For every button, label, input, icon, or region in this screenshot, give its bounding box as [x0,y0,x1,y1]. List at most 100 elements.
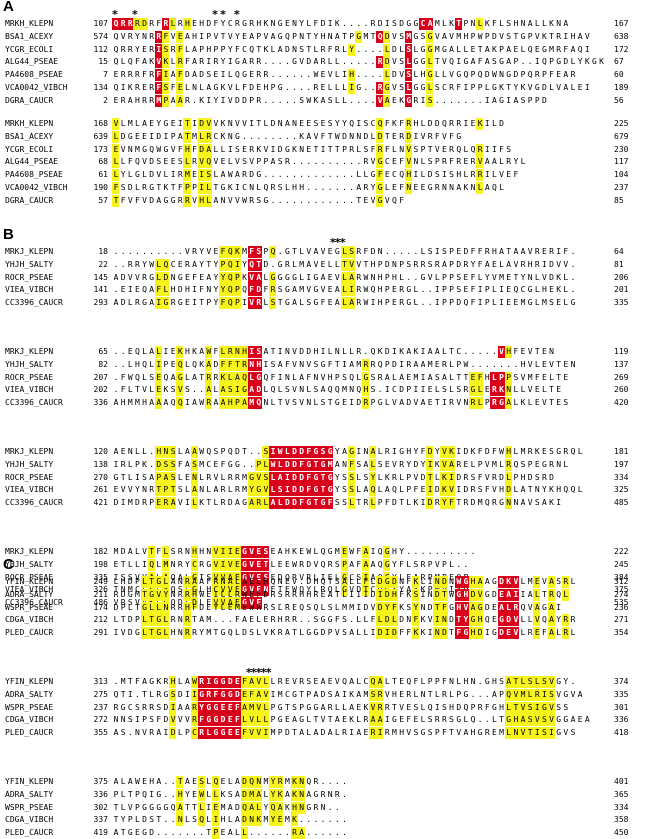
start-position: 134 [93,83,108,92]
end-position: 60 [614,70,624,80]
start-position: 237 [93,702,108,712]
start-position: 419 [93,828,108,838]
end-position: 485 [614,498,629,508]
end-position: 365 [614,789,629,799]
end-position: 201 [614,285,629,295]
sequence-name: BSA1_ACEXY [5,31,54,41]
sequence-name: ROCR_PSEAE [5,372,54,382]
sequence-name: ROCR_PSEAE [5,472,54,482]
start-position: 574 [93,31,108,41]
alignment-row: YFIN_KLEPN 313 . M T F A G K R H L A W R I G G D E F A V L L R E V R… [0,676,652,688]
sequence-name: PA4608_PSEAE [5,70,63,80]
alignment-row: YCGR_ECOLI 112 Q R R Y E R I S R F L A P H P P Y F C Q T K L A D N S… [0,43,652,56]
alignment-row: ADRA_SALTY 336 P L T P Q I G.. H Y E W L L K S A D M A L Y K A K N… [0,788,652,801]
end-position: 312 [614,577,629,586]
panel-label-c: C [3,556,14,573]
sequence-name: CC3396_CAUCR [5,398,63,408]
start-position: 313 [93,677,108,686]
start-position: 272 [93,715,108,725]
start-position: 168 [93,119,108,128]
end-position: 535 [614,598,629,608]
sequence-name: MRKJ_KLEPN [5,447,54,456]
alignment-row: PLED_CAUCR 419 A T G E G D....... T P E A L L...... R A… [0,827,652,839]
end-position: 245 [614,559,629,569]
start-position: 57 [98,195,108,205]
end-position: 354 [614,628,629,638]
alignment-row: BSA1_ACEXY 639 L D G E E I D I P A T M L R C K N G........ K… [0,130,652,143]
end-position: 56 [614,95,624,105]
alignment-row: YHJH_SALTY 82 .. L H Q L I P E Q L Q K A D F F T R N H I S A F V N V… [0,358,652,371]
start-position: 486 [93,598,108,608]
alignment-row: ROCR_PSEAE 207 . F W Q L S E Q A G L A T R R K L A Q L G Q F I N L A… [0,371,652,384]
sequence-name: MRKJ_KLEPN [5,547,54,556]
sequence-name: YHJH_SALTY [5,559,54,569]
alignment-row: VIEA_VIBCH 141 . E I E Q A F L H D H I F N Y Y Q P Q F D F R S G A M… [0,284,652,297]
end-position: 335 [614,689,629,699]
alignment-row: DGRA_CAUCR 57 T F V F V D A G G R R V H L A N V V W R S G......… [0,194,652,207]
sequence-name: ADRA_SALTY [5,689,54,699]
start-position: 275 [93,689,108,699]
end-position: 225 [614,119,629,128]
end-position: 401 [614,777,629,786]
start-position: 7 [103,70,108,80]
end-position: 325 [614,485,629,495]
end-position: 104 [614,170,629,180]
alignment-row: YCGR_ECOLI 173 E V N M G Q W G V F H F D A L L I S E R K V I D G K N… [0,143,652,156]
end-position: 450 [614,828,629,838]
alignment-row: VCA0042_VIBCH 190 F S D L R G T K T F P P I L T G K I C N L Q R S… [0,182,652,194]
alignment-row: WSPR_PSEAE 237 R G C S R R S D I A A R Y G G E E F A M V L P G T S P… [0,701,652,714]
alignment-row: WSPR_PSEAE 174 D P L T G L L N R R H F D E Y L E M E W R R S L R E Q… [0,601,652,614]
start-position: 174 [93,602,108,612]
start-position: 15 [98,57,108,67]
alignment-row: VCA0042_VIBCH 134 Q I K R E R F S F E L N L A G K V L F D E H P G… [0,82,652,94]
sequence-name: VIEA_VIBCH [5,385,54,395]
start-position: 173 [93,144,108,154]
sequence-name: YFIN_KLEPN [5,577,54,586]
conserved-site-marks: *** [330,236,346,249]
alignment-row: CDGA_VIBCH 272 N N S I P S F D V V V R F G G D E F L V L L P G E A G… [0,714,652,727]
start-position: 326 [93,585,108,595]
panel-label-a: A [3,0,14,15]
start-position: 335 [93,572,108,582]
end-position: 64 [614,247,624,256]
alignment-row: BSA1_ACEXY 574 Q V R Y N R R F V E A H I P V T V Y E A P V A G Q P N… [0,30,652,43]
start-position: 202 [93,385,108,395]
start-position: 138 [93,459,108,469]
alignment-row: CDGA_VIBCH 337 T Y P L D S T.. N L S Q L I H L A D N K M Y E M K.… [0,814,652,827]
end-position: 375 [614,585,629,595]
start-position: 2 [103,95,108,105]
conserved-site-marks: ***** [246,666,271,679]
end-position: 230 [614,144,629,154]
sequence-name: CDGA_VIBCH [5,615,54,625]
alignment-row: MRKJ_KLEPN 65 .. E Q L A L I E K H K A W F L R N H I S A T I N V D D… [0,346,652,358]
alignment-row: ALG44_PSEAE 68 L L F Q V D S E E S L R V Q V E L V S V P P A S R..… [0,156,652,169]
end-position: 274 [614,589,629,599]
start-position: 198 [93,559,108,569]
alignment-row: YHJH_SALTY 198 E T L L I Q L M N R Y C R G V I V E G V E T L E E W R… [0,558,652,571]
sequence-name: ROCR_PSEAE [5,272,54,282]
end-position: 418 [614,728,629,738]
end-position: 189 [614,83,629,92]
